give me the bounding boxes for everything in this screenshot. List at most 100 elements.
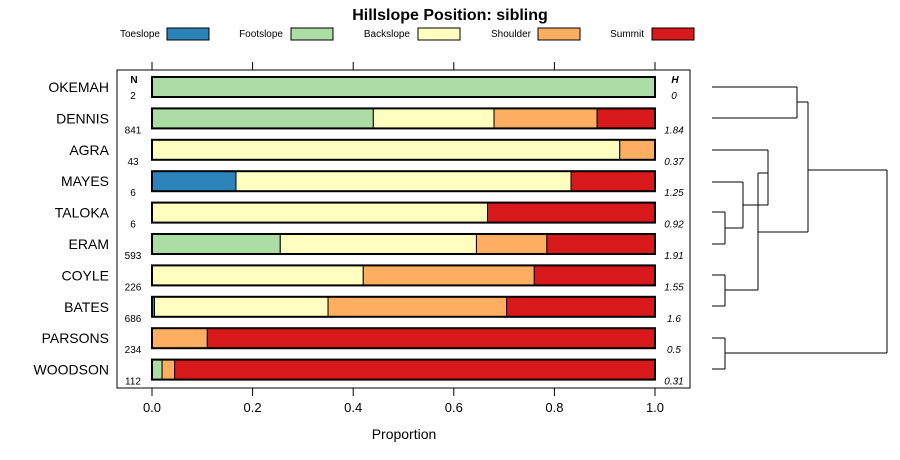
bar-outline (151, 170, 656, 193)
bar-segment-bates-summit (506, 296, 656, 318)
category-label: PARSONS (42, 330, 109, 346)
bar-segment-bates-shoulder (327, 296, 508, 318)
bar-outline (151, 138, 656, 161)
legend: Toeslope Footslope Backslope Shoulder Summit (120, 27, 695, 41)
bar-outline (151, 107, 656, 130)
legend-label-footslope: Footslope (239, 29, 283, 40)
bar-segment-coyle-backslope (151, 264, 364, 286)
legend-swatch-backslope (417, 27, 461, 41)
h-value: 0 (671, 91, 677, 102)
bar-segment-woodson-summit (174, 359, 656, 381)
n-value: 226 (125, 282, 142, 293)
category-label: COYLE (62, 267, 109, 283)
x-tick-label: 0.6 (445, 400, 463, 415)
legend-swatch-summit (651, 27, 695, 41)
x-tick-label: 0.8 (545, 400, 563, 415)
n-value: 841 (125, 125, 142, 136)
bar-segment-dennis-shoulder (493, 107, 598, 129)
dendrogram (712, 86, 888, 370)
bar-outline (151, 295, 656, 318)
category-label: TALOKA (55, 205, 110, 221)
bar-segment-agra-backslope (151, 139, 621, 161)
legend-label-summit: Summit (610, 29, 644, 40)
bar-outline (151, 327, 656, 350)
legend-swatch-toeslope (166, 27, 210, 41)
category-label: BATES (64, 299, 109, 315)
dendro-link-agra (712, 149, 769, 206)
x-tick-label: 1.0 (646, 400, 664, 415)
bar-segment-woodson-shoulder (161, 359, 176, 381)
row-okemah: OKEMAH 2 0 (48, 76, 677, 102)
bar-segment-bates-backslope (154, 296, 329, 318)
bar-outline (151, 201, 656, 224)
h-value: 1.6 (667, 314, 681, 325)
row-parsons: PARSONS 234 0.5 (42, 327, 681, 356)
bar-rows: OKEMAH 2 0 DENNIS 841 1.84 AGRA 43 0.37 MAYES 6 1.2… (34, 76, 684, 388)
bar-outline (151, 358, 656, 381)
n-value: 2 (130, 91, 136, 102)
bar-segment-parsons-summit (206, 327, 656, 349)
legend-label-toeslope: Toeslope (120, 29, 160, 40)
x-tick-label: 0.0 (143, 400, 161, 415)
bar-segment-mayes-backslope (235, 170, 572, 192)
n-value: 234 (125, 345, 142, 356)
bar-segment-agra-shoulder (619, 139, 656, 161)
n-value: 593 (125, 251, 142, 262)
category-label: ERAM (69, 236, 109, 252)
dendro-link-okemah-dennis (712, 86, 798, 119)
row-dennis: DENNIS 841 1.84 (56, 107, 684, 136)
bar-segment-mayes-toeslope (151, 170, 237, 192)
n-value: 6 (130, 188, 136, 199)
category-label: OKEMAH (48, 79, 109, 95)
row-bates: BATES 686 1.6 (64, 295, 681, 325)
x-tick-label: 0.2 (244, 400, 262, 415)
row-taloka: TALOKA 6 0.92 (55, 201, 684, 231)
row-agra: AGRA 43 0.37 (69, 138, 684, 168)
top-axis-ticks (151, 62, 656, 70)
h-value: 1.25 (664, 188, 684, 199)
x-tick-label: 0.4 (344, 400, 362, 415)
n-value: 43 (127, 157, 139, 168)
row-coyle: COYLE 226 1.55 (62, 264, 684, 293)
dendro-link-coyle-bates (712, 274, 726, 307)
n-value: 6 (130, 220, 136, 231)
bar-segment-coyle-summit (533, 264, 656, 286)
n-value: 686 (125, 314, 142, 325)
bar-segment-eram-shoulder (475, 233, 548, 255)
bar-outline (151, 264, 656, 287)
dendro-link-coyle-bates-join (725, 173, 759, 291)
bar-segment-eram-footslope (151, 233, 281, 255)
legend-swatch-shoulder (537, 27, 581, 41)
row-woodson: WOODSON 112 0.31 (34, 358, 684, 388)
bar-segment-dennis-backslope (372, 107, 495, 129)
legend-swatch-footslope (290, 27, 334, 41)
h-value: 0.37 (664, 157, 684, 168)
h-value: 0.92 (664, 220, 684, 231)
row-mayes: MAYES 6 1.25 (61, 170, 684, 199)
bar-outline (151, 76, 656, 98)
plot-frame (116, 69, 691, 389)
h-value: 0.31 (664, 377, 683, 388)
bar-segment-dennis-summit (596, 107, 656, 129)
bar-segment-mayes-summit (570, 170, 656, 192)
row-eram: ERAM 593 1.91 (69, 233, 684, 262)
category-label: MAYES (61, 173, 109, 189)
dendro-link-upper (758, 101, 809, 233)
chart-title: Hillslope Position: sibling (352, 7, 548, 24)
dendro-link-parsons-woodson (712, 337, 726, 370)
h-value: 1.84 (664, 125, 684, 136)
h-value: 1.91 (664, 251, 683, 262)
bar-segment-woodson-footslope (151, 359, 163, 381)
category-label: WOODSON (34, 362, 109, 378)
bar-segment-dennis-footslope (151, 107, 374, 129)
bar-segment-coyle-shoulder (362, 264, 535, 286)
h-value: 1.55 (664, 282, 684, 293)
bar-outline (151, 233, 656, 255)
dendro-link-mayes (712, 181, 744, 229)
dendro-link-taloka-eram (712, 211, 726, 245)
dendro-link-root (725, 169, 888, 354)
x-axis-label: Proportion (372, 426, 437, 442)
bar-segment-taloka-summit (487, 202, 656, 224)
category-label: AGRA (69, 142, 109, 158)
